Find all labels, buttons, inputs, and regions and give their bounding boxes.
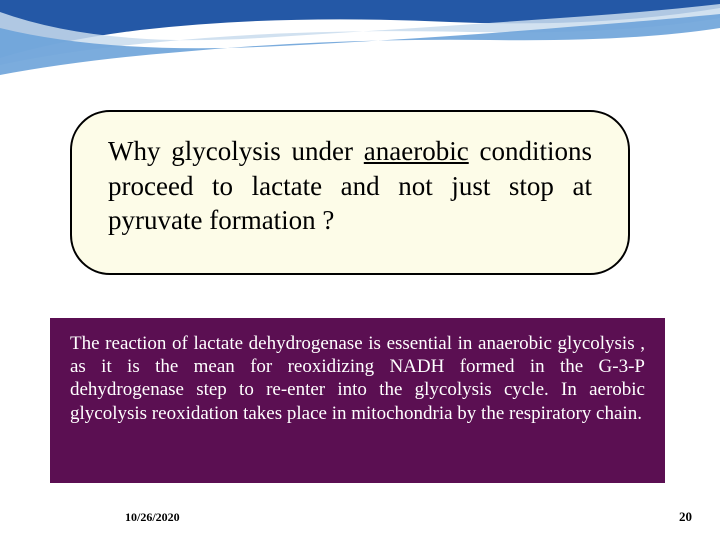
question-underlined: anaerobic xyxy=(364,136,469,166)
decorative-wave xyxy=(0,0,720,90)
question-text: Why glycolysis under anaerobic condition… xyxy=(108,134,592,238)
question-box: Why glycolysis under anaerobic condition… xyxy=(70,110,630,275)
answer-box: The reaction of lactate dehydrogenase is… xyxy=(50,318,665,483)
answer-text: The reaction of lactate dehydrogenase is… xyxy=(70,332,645,425)
footer-page-number: 20 xyxy=(679,509,692,525)
question-before: Why glycolysis under xyxy=(108,136,364,166)
footer-date: 10/26/2020 xyxy=(125,510,180,525)
